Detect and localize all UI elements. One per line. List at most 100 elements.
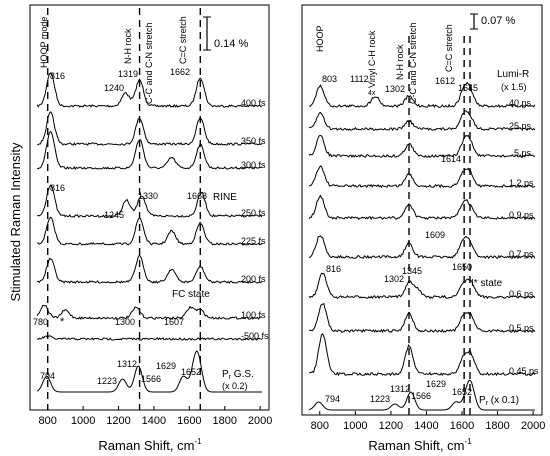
- left-label-pgs-scale: (x 0.2): [222, 381, 248, 391]
- left-trace-300-fs: [36, 130, 263, 171]
- right-label-09ps: 0.9 ps: [509, 210, 534, 220]
- right-x-axis-label: Raman Shift, cm-1: [368, 437, 472, 453]
- right-trace-40-ps: [309, 81, 536, 109]
- left-peak-1652: 1652: [181, 367, 201, 377]
- right-label-lumi: Lumi-R: [497, 69, 529, 80]
- left-trace-400-fs: [36, 72, 262, 108]
- left-trace-100-fs: [36, 304, 262, 320]
- right-x-ticks: 800 1000 1200 1400 1600 1800 2000: [311, 411, 545, 432]
- right-peak-1609: 1609: [425, 230, 445, 240]
- left-label-350fs: 350 fs: [241, 136, 266, 146]
- left-peak-1245: 1245: [104, 210, 124, 220]
- right-x-tick-label-800: 800: [311, 420, 329, 432]
- left-peak-816: 816: [50, 71, 65, 81]
- left-peak-1668: 1668: [187, 191, 207, 201]
- left-peak-1223: 1223: [97, 376, 117, 386]
- right-label-istate: I* state: [471, 278, 503, 289]
- right-trace-0-5-ps: [308, 302, 536, 334]
- right-x-tick-label-1800: 1800: [485, 420, 509, 432]
- left-label-pgs: Pr G.S.: [222, 369, 254, 381]
- left-x-axis-label: Raman Shift, cm-1: [98, 437, 202, 453]
- left-label-fc-state: FC state: [172, 289, 210, 300]
- right-label-lumi-scale: (x 1.5): [501, 82, 527, 92]
- right-peak-1223: 1223: [370, 394, 390, 404]
- right-scale-bar-label: 0.07 %: [481, 15, 515, 27]
- left-trace-225-fs: [37, 216, 263, 246]
- right-panel: 800 1000 1200 1400 1600 1800 2000 0.07 % HOOP …: [301, 4, 545, 432]
- left-peak-794: 794: [40, 371, 55, 381]
- right-peak-1650: 1650: [452, 262, 472, 272]
- right-peak-1312: 1312: [390, 384, 410, 394]
- left-band-hoop: HOOP mode: [39, 17, 49, 68]
- left-trace-P-G-S-x-0-2-: [36, 350, 262, 393]
- left-x-tick-label-1400: 1400: [142, 415, 166, 427]
- right-peak-1614: 1614: [441, 154, 461, 164]
- right-label-4x: 4x: [368, 90, 376, 97]
- right-peak-803: 803: [322, 74, 337, 84]
- right-x-tick-label-1600: 1600: [450, 420, 474, 432]
- left-panel-frame: [29, 4, 270, 411]
- left-label-200fs: 200 fs: [241, 274, 266, 284]
- left-peak-1607: 1607: [164, 317, 184, 327]
- left-label-star: *: [60, 316, 65, 328]
- right-band-c=c: C=C stretch: [444, 24, 454, 72]
- right-peak-1345: 1345: [402, 266, 422, 276]
- left-label-500fs: -500 fs: [241, 331, 269, 341]
- left-trace-350-fs: [37, 111, 263, 146]
- left-label-225fs: 225 fs: [241, 236, 266, 246]
- right-peak-1302b: 1302: [384, 274, 404, 284]
- right-traces: [308, 81, 536, 411]
- left-dashed-lines: [47, 8, 202, 410]
- left-band-c=c: C=C stretch: [178, 16, 188, 64]
- right-trace-0-6-ps: [308, 272, 536, 300]
- left-panel: 800 1000 1200 1400 1600 1800 2000 0.14 % HOOP …: [29, 4, 272, 427]
- left-band-cc: C-C and C-N stretch: [144, 22, 154, 104]
- right-label-40ps: 40 ps: [509, 98, 532, 108]
- left-label-250fs: 250 fs: [241, 208, 266, 218]
- left-x-tick-label-2000: 2000: [248, 415, 272, 427]
- left-peak-1240: 1240: [104, 83, 124, 93]
- left-x-tick-label-800: 800: [39, 415, 57, 427]
- left-trace--500-fs: [36, 335, 263, 341]
- right-trace-0-9-ps: [308, 194, 536, 221]
- right-x-tick-label-2000: 2000: [521, 420, 545, 432]
- left-trace-250-fs: [37, 184, 263, 218]
- left-peak-1629: 1629: [156, 361, 176, 371]
- left-peak-780: 780: [33, 317, 48, 327]
- right-peak-1612: 1612: [435, 76, 455, 86]
- right-peak-794: 794: [325, 394, 340, 404]
- left-peak-1566: 1566: [141, 374, 161, 384]
- right-label-5ps: 5 ps: [514, 148, 532, 158]
- left-label-300fs: 300 fs: [241, 160, 266, 170]
- right-panel-frame: [301, 4, 543, 416]
- right-band-vinyl: Vinyl C-H rock: [367, 30, 377, 88]
- left-x-tick-label-1600: 1600: [177, 415, 201, 427]
- left-band-nh: N-H rock: [123, 28, 133, 64]
- right-label-05ps: 0.5 ps: [509, 323, 534, 333]
- right-trace-1-2-ps: [308, 165, 536, 189]
- right-x-tick-label-1400: 1400: [414, 420, 438, 432]
- right-peak-1112: 1112: [350, 74, 369, 84]
- right-label-12ps: 1.2 ps: [509, 178, 534, 188]
- right-peak-1302: 1302: [385, 84, 405, 94]
- left-label-100fs: 100 fs: [241, 310, 266, 320]
- left-scale-bar-label: 0.14 %: [214, 38, 248, 50]
- right-band-hoop: HOOP: [315, 25, 325, 52]
- left-peak-1330: 1330: [138, 191, 158, 201]
- right-peak-816: 816: [326, 264, 341, 274]
- right-band-cc: C-C and C-N stretch: [408, 22, 418, 104]
- right-band-nh: N-H rock: [395, 44, 405, 80]
- left-peak-1662: 1662: [170, 67, 190, 77]
- right-trace-0-7-ps: [308, 235, 536, 260]
- right-x-tick-label-1200: 1200: [379, 420, 403, 432]
- left-label-rine: RINE: [213, 192, 237, 203]
- right-peak-1645: 1645: [458, 83, 478, 93]
- left-x-tick-label-1000: 1000: [71, 415, 95, 427]
- left-peak-1312: 1312: [117, 359, 137, 369]
- right-peak-1652: 1652: [452, 387, 472, 397]
- right-label-07ps: 0.7 ps: [509, 249, 534, 259]
- left-traces: [36, 72, 263, 393]
- left-label-400fs: 400 fs: [241, 98, 266, 108]
- left-x-tick-label-1800: 1800: [212, 415, 236, 427]
